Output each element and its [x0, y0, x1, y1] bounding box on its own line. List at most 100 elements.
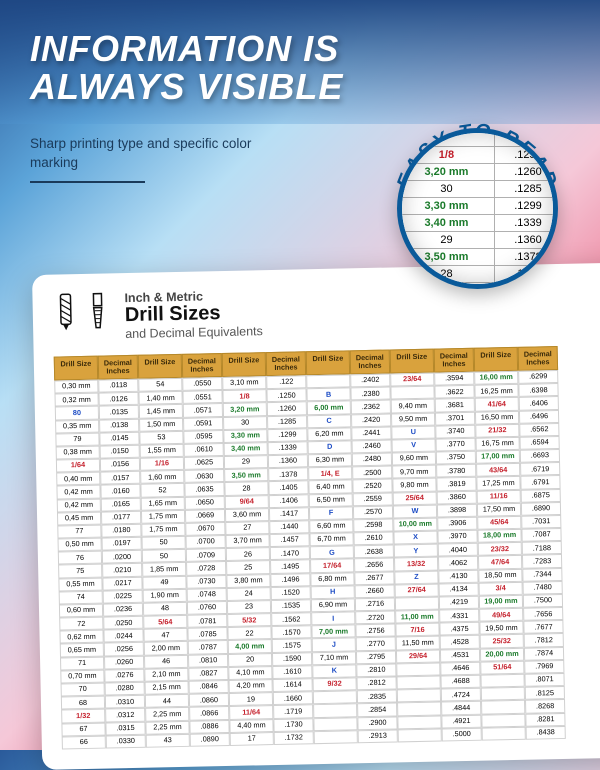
column-pair: Drill SizeDecimal Inches16,00 mm.629916,… — [474, 346, 566, 741]
cell-dec: .0310 — [105, 695, 145, 709]
cell-dec: .6398 — [518, 383, 558, 397]
cell-dec: .7087 — [521, 528, 561, 542]
cell-dec: .0728 — [186, 561, 226, 575]
cell-size: 9,70 mm — [392, 465, 436, 479]
col-header-size: Drill Size — [222, 352, 266, 377]
cell-size: Y — [394, 544, 438, 558]
cell-size: Z — [394, 570, 438, 584]
cell-dec: .3970 — [437, 530, 477, 544]
cell-size: 1/32 — [61, 709, 105, 723]
cell-size: 9/64 — [225, 495, 269, 509]
cell-dec: .4646 — [440, 662, 480, 676]
cell-dec: .2570 — [353, 505, 393, 519]
cell-dec: .2520 — [352, 479, 392, 493]
cell-dec: .8438 — [526, 726, 566, 740]
cell-dec: .0787 — [188, 640, 228, 654]
cell-dec: .3770 — [436, 438, 476, 452]
cell-dec: .8268 — [525, 699, 565, 713]
cell-dec: .7480 — [523, 581, 563, 595]
cell-dec: .7500 — [523, 594, 563, 608]
cell-dec: .0145 — [99, 432, 139, 446]
cell-dec: .3906 — [437, 517, 477, 531]
cell-size — [482, 726, 526, 740]
mag-cell: 3,40 mm — [399, 214, 495, 231]
cell-size: 6,80 mm — [310, 572, 354, 586]
cell-dec: .0730 — [186, 575, 226, 589]
cell-size: 3,20 mm — [223, 402, 267, 416]
cell-size — [313, 690, 357, 704]
cell-size: 11/16 — [477, 489, 521, 503]
cell-dec: .1570 — [271, 626, 311, 640]
cell-size: 17,00 mm — [476, 450, 520, 464]
cell-dec: .1590 — [272, 652, 312, 666]
cell-dec: .1378 — [268, 467, 308, 481]
cell-size: 18,50 mm — [478, 568, 522, 582]
cell-dec: .1660 — [273, 691, 313, 705]
mag-cell: .1360 — [494, 231, 558, 248]
cell-dec: .2380 — [350, 387, 390, 401]
cell-dec: .3819 — [436, 477, 476, 491]
cell-dec: .0810 — [188, 654, 228, 668]
mag-cell: 28 — [399, 265, 495, 282]
cell-dec: .1719 — [273, 705, 313, 719]
cell-size: 30 — [223, 416, 267, 430]
cell-size — [396, 662, 440, 676]
cell-dec: .6594 — [519, 436, 559, 450]
cell-dec: .2500 — [352, 466, 392, 480]
cell-dec: .7031 — [521, 515, 561, 529]
mag-cell: 3,50 mm — [399, 248, 495, 265]
cell-size: I — [311, 611, 355, 625]
cell-dec: .1250 — [266, 388, 306, 402]
cell-dec: .3780 — [436, 464, 476, 478]
cell-size: 0,62 mm — [59, 630, 103, 644]
cell-size: 17,50 mm — [477, 503, 521, 517]
cell-size: 18,00 mm — [477, 529, 521, 543]
cell-dec: .2441 — [351, 426, 391, 440]
cell-size: F — [309, 506, 353, 520]
cell-size: 7/16 — [395, 623, 439, 637]
column-pair: Drill SizeDecimal Inches.2402B.23806,00 … — [306, 350, 398, 745]
cell-size: 3,40 mm — [224, 442, 268, 456]
cell-size: 9/32 — [313, 677, 357, 691]
cell-size: 54 — [138, 378, 182, 392]
cell-size: 1,90 mm — [143, 589, 187, 603]
cell-dec: .1610 — [272, 665, 312, 679]
mag-cell: .1405 — [494, 265, 558, 282]
cell-size: 1,40 mm — [138, 391, 182, 405]
cell-dec: .1535 — [271, 599, 311, 613]
cell-size: 26 — [226, 547, 270, 561]
cell-dec: .0330 — [106, 734, 146, 748]
cell-dec: .0866 — [189, 706, 229, 720]
cell-size — [481, 687, 525, 701]
cell-size: C — [307, 414, 351, 428]
cell-size: 6,40 mm — [308, 480, 352, 494]
headline-l2: ALWAYS VISIBLE — [30, 66, 343, 107]
cell-dec: .4528 — [440, 635, 480, 649]
cell-size: 1/8 — [222, 389, 266, 403]
cell-size: 2,25 mm — [145, 707, 189, 721]
cell-dec: .0256 — [104, 642, 144, 656]
cell-size: 2,15 mm — [145, 681, 189, 695]
cell-size: 50 — [142, 549, 186, 563]
cell-size: 16,00 mm — [474, 371, 518, 385]
cell-size: 9,80 mm — [392, 478, 436, 492]
cell-size: 67 — [61, 722, 105, 736]
cell-dec: .2362 — [351, 400, 391, 414]
col-header-size: Drill Size — [138, 354, 182, 379]
cell-dec: .7812 — [524, 633, 564, 647]
cell-dec: .0276 — [104, 669, 144, 683]
cell-size: 0,45 mm — [57, 511, 101, 525]
cell-dec: .2810 — [356, 663, 396, 677]
cell-dec: .0748 — [187, 588, 227, 602]
cell-dec: .0846 — [189, 680, 229, 694]
cell-size: 75 — [58, 564, 102, 578]
cell-size: 3/4 — [479, 582, 523, 596]
cell-dec: .0118 — [98, 379, 138, 393]
cell-dec: .1614 — [273, 678, 313, 692]
cell-size: 3,60 mm — [225, 508, 269, 522]
cell-dec: .2812 — [356, 676, 396, 690]
cell-dec: .2420 — [351, 413, 391, 427]
cell-dec: .5000 — [442, 727, 482, 741]
mag-cell: 29 — [399, 231, 495, 248]
data-grid: Drill SizeDecimal Inches0,30 mm.01180,32… — [54, 343, 600, 749]
